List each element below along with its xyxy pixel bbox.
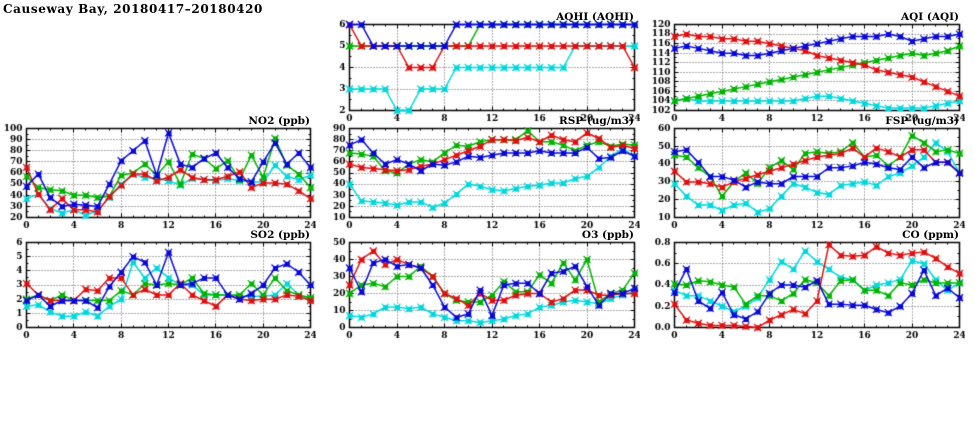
aqhi-plot-canvas [323,10,640,126]
o3-chart-title: O3 (ppb) [581,229,634,241]
aqi-plot-canvas [648,10,965,126]
so2-chart-title: SO2 (ppb) [250,229,310,241]
chart-co: CO (ppm) [648,228,965,343]
o3-plot-canvas [323,228,640,343]
page-title: Causeway Bay, 20180417–20180420 [3,2,263,16]
fsp-plot-canvas [648,114,965,233]
rsp-plot-canvas [323,114,640,233]
so2-plot-canvas [0,228,316,343]
chart-fsp: FSP (ug/m3) [648,114,965,233]
chart-so2: SO2 (ppb) [0,228,316,343]
fsp-chart-title: FSP (ug/m3) [885,115,959,127]
chart-aqi: AQI (AQI) [648,10,965,126]
co-chart-title: CO (ppm) [902,229,959,241]
chart-aqhi: AQHI (AQHI) [323,10,640,126]
no2-plot-canvas [0,114,316,233]
chart-rsp: RSP (ug/m3) [323,114,640,233]
aqi-chart-title: AQI (AQI) [900,11,959,23]
no2-chart-title: NO2 (ppb) [248,115,310,127]
co-plot-canvas [648,228,965,343]
chart-no2: NO2 (ppb) [0,114,316,233]
aqhi-chart-title: AQHI (AQHI) [556,11,634,23]
rsp-chart-title: RSP (ug/m3) [558,115,634,127]
chart-o3: O3 (ppb) [323,228,640,343]
